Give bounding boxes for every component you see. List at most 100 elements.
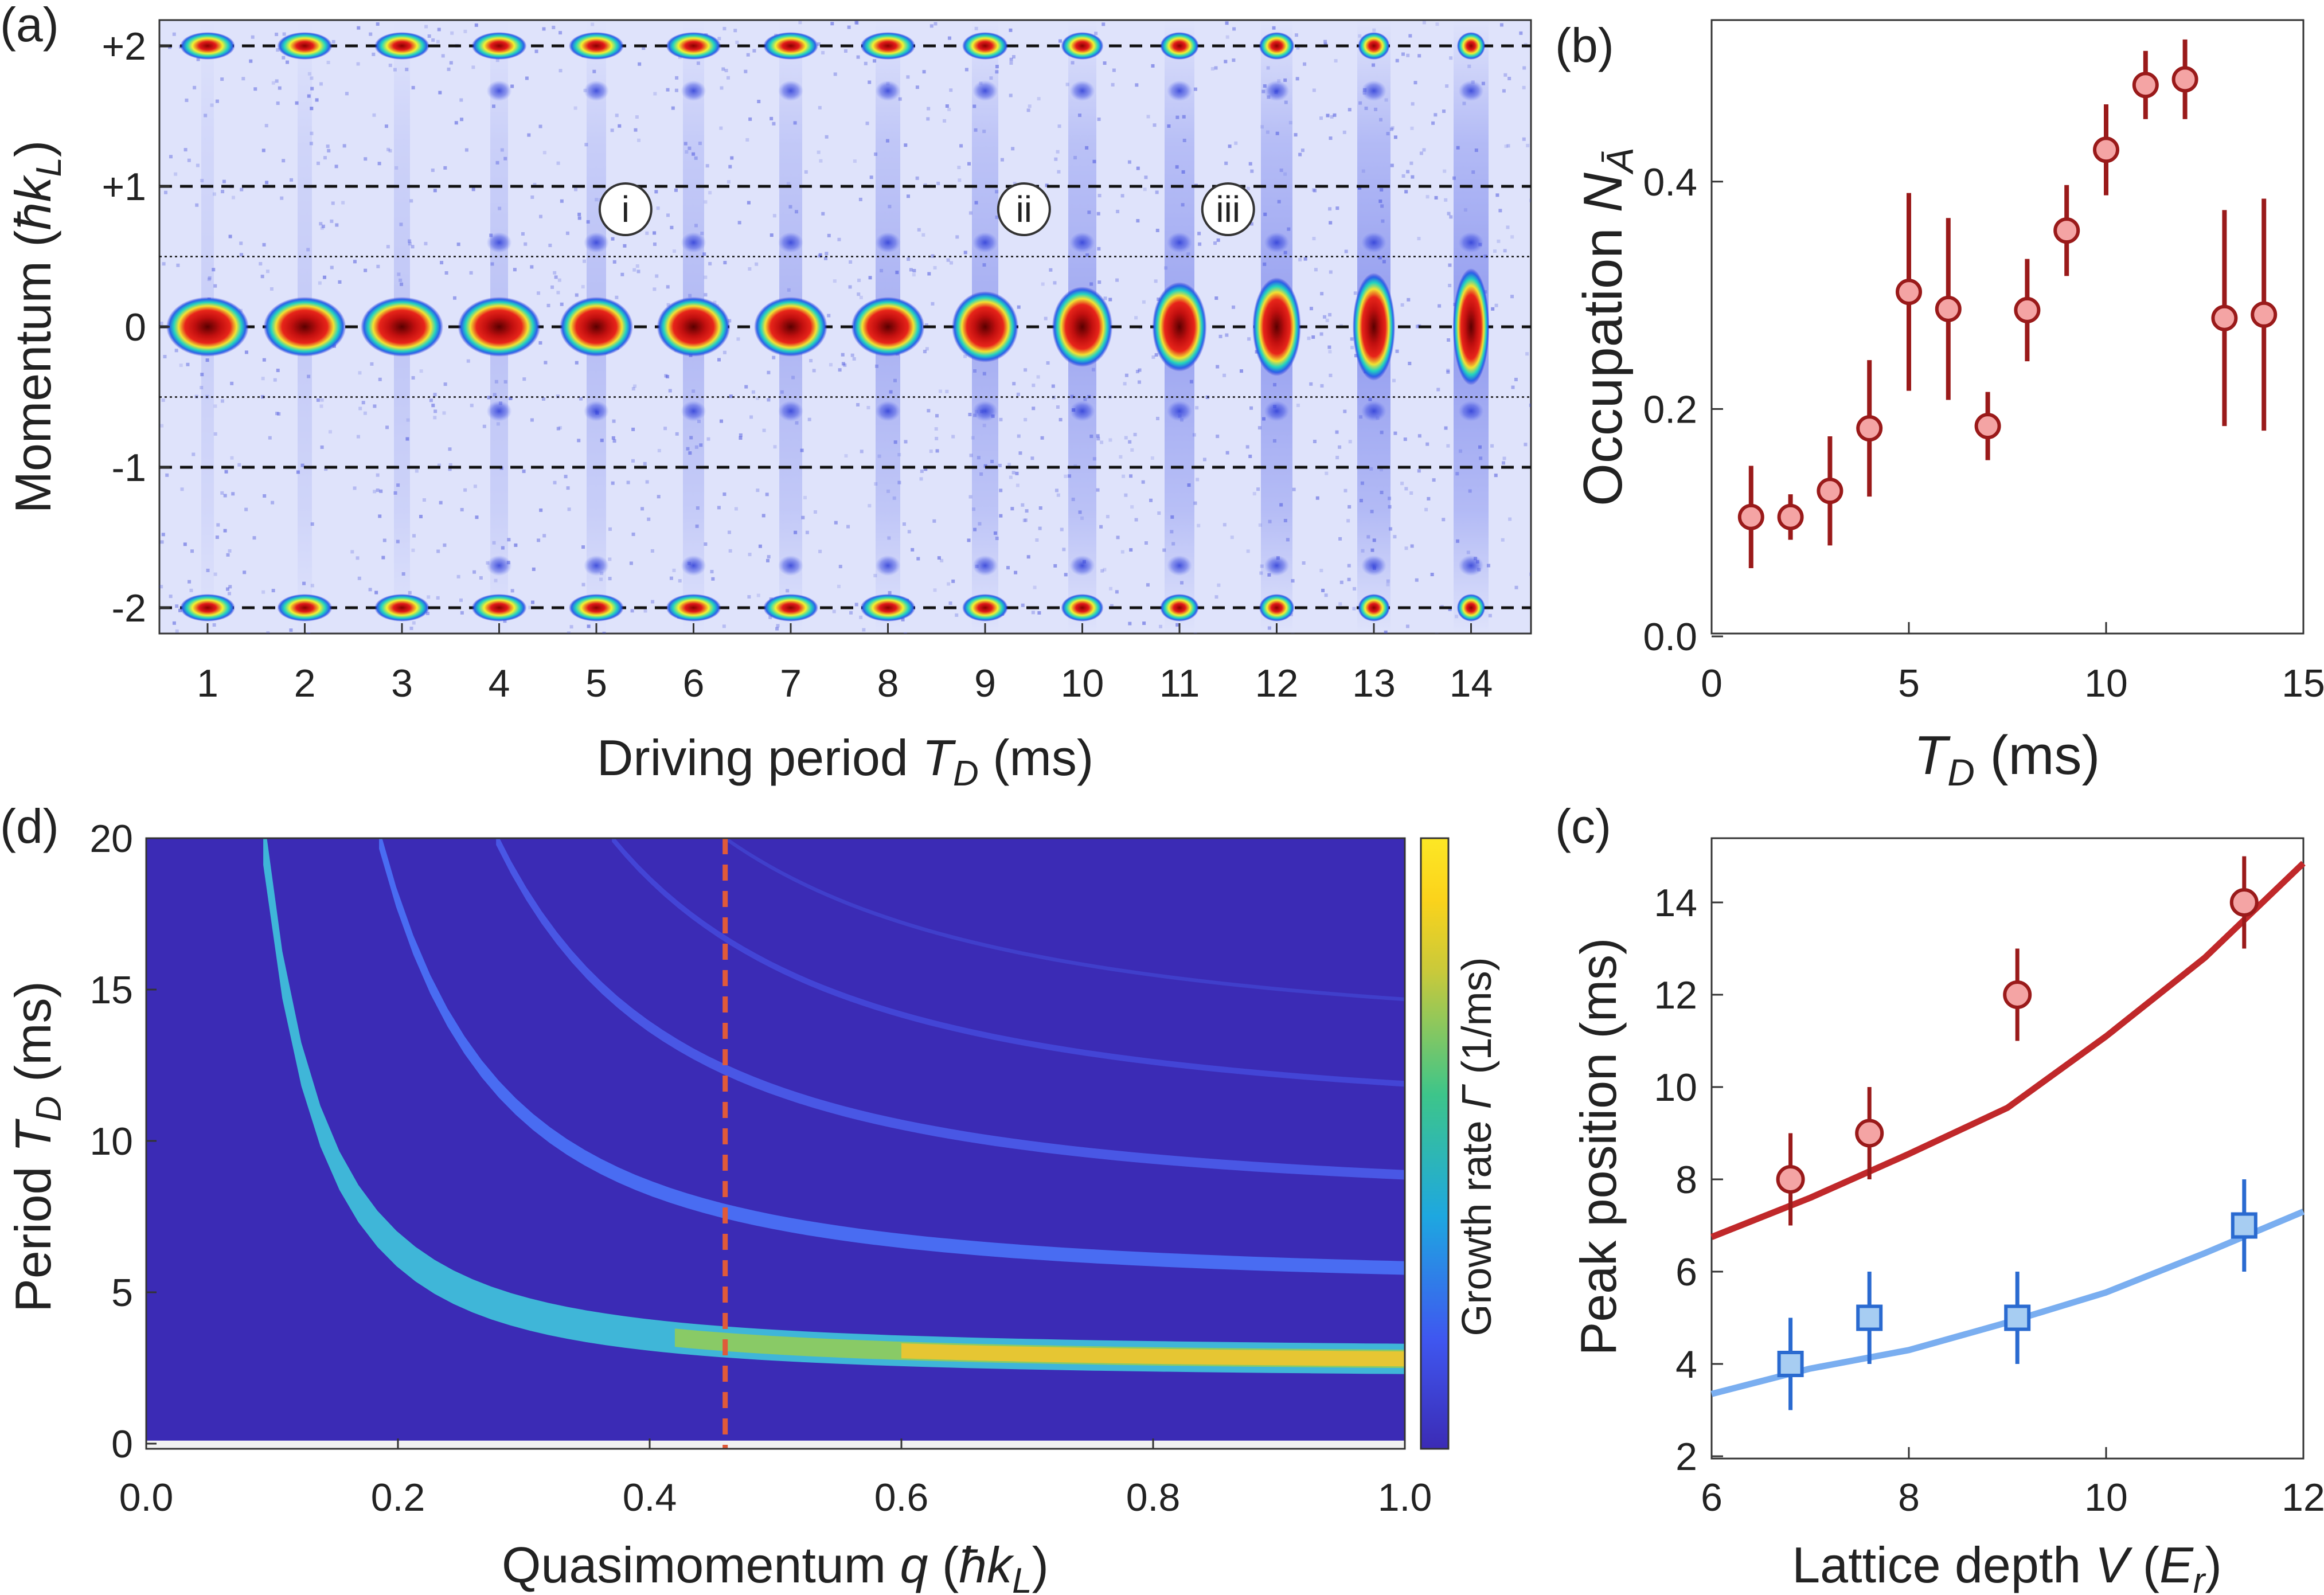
x-tick-label: 0.8: [1126, 1476, 1181, 1519]
image-noise-speck: [1400, 482, 1404, 486]
x-tick-label: 3: [391, 662, 413, 705]
image-noise-speck: [825, 135, 829, 139]
data-point: [2014, 296, 2041, 323]
image-noise-speck: [530, 600, 534, 604]
image-noise-speck: [385, 425, 389, 429]
image-noise-speck: [925, 347, 929, 351]
image-noise-speck: [1522, 66, 1526, 70]
image-noise-speck: [1218, 334, 1222, 338]
side-peak: [681, 401, 706, 421]
image-noise-speck: [1102, 22, 1106, 26]
image-noise-speck: [1436, 388, 1440, 392]
side-peak: [778, 555, 803, 576]
image-noise-speck: [727, 180, 731, 184]
image-noise-speck: [773, 445, 777, 449]
image-noise-speck: [459, 98, 463, 102]
image-noise-speck: [756, 488, 760, 492]
image-noise-speck: [230, 456, 234, 460]
side-peak: [1458, 555, 1484, 576]
panel-d-xlabel: Quasimomentum q (ħkL): [502, 1537, 1049, 1595]
image-noise-speck: [1422, 148, 1426, 152]
panel-c-tag: (c): [1555, 799, 1611, 853]
image-noise-speck: [286, 60, 290, 64]
image-noise-speck: [262, 243, 266, 247]
image-noise-speck: [388, 63, 392, 67]
image-noise-speck: [841, 353, 845, 357]
image-noise-speck: [1391, 126, 1395, 130]
image-noise-speck: [1021, 503, 1025, 507]
image-noise-speck: [640, 507, 645, 511]
image-noise-speck: [213, 404, 217, 408]
image-noise-speck: [654, 190, 658, 194]
image-noise-speck: [265, 269, 269, 273]
image-noise-speck: [1315, 496, 1319, 500]
image-noise-speck: [803, 495, 807, 499]
image-noise-speck: [537, 291, 541, 295]
image-noise-speck: [1193, 632, 1197, 634]
image-noise-speck: [275, 79, 279, 83]
image-noise-speck: [728, 549, 732, 553]
image-noise-speck: [1435, 633, 1439, 634]
image-noise-speck: [1446, 370, 1450, 374]
image-noise-speck: [772, 214, 776, 218]
image-noise-speck: [231, 196, 235, 200]
image-noise-speck: [566, 486, 570, 490]
image-noise-speck: [1051, 384, 1055, 388]
image-noise-speck: [1011, 471, 1015, 475]
image-noise-speck: [1309, 382, 1313, 386]
y-tick-label: 12: [1654, 974, 1697, 1017]
image-noise-speck: [1411, 102, 1415, 106]
image-noise-speck: [1197, 523, 1201, 527]
image-noise-speck: [805, 530, 809, 534]
image-noise-speck: [643, 462, 647, 466]
image-noise-speck: [277, 412, 281, 416]
image-noise-speck: [653, 242, 657, 246]
image-noise-speck: [525, 76, 529, 80]
image-noise-speck: [868, 276, 872, 280]
image-noise-speck: [327, 148, 331, 153]
image-noise-speck: [1014, 570, 1018, 574]
y-tick-label: 6: [1675, 1250, 1697, 1294]
image-noise-speck: [1490, 444, 1494, 448]
image-noise-speck: [275, 32, 279, 36]
image-noise-speck: [1319, 332, 1323, 336]
image-noise-speck: [353, 486, 357, 490]
image-noise-speck: [1407, 298, 1411, 302]
image-noise-speck: [1103, 568, 1107, 572]
minus-two-momentum-peak: [1456, 594, 1486, 621]
image-noise-speck: [761, 514, 765, 518]
image-noise-speck: [1103, 61, 1107, 65]
image-noise-speck: [464, 148, 468, 152]
image-noise-speck: [1153, 123, 1157, 127]
image-noise-speck: [1097, 194, 1102, 198]
image-noise-speck: [373, 490, 377, 494]
image-noise-speck: [924, 323, 928, 327]
image-noise-speck: [1343, 488, 1347, 492]
x-tick-label: 0.0: [119, 1476, 174, 1519]
image-noise-speck: [553, 480, 557, 484]
image-noise-speck: [1128, 440, 1132, 444]
image-noise-speck: [1230, 535, 1234, 540]
image-noise-speck: [717, 358, 721, 362]
image-noise-speck: [159, 322, 163, 326]
panel-b-plot-area: [1710, 19, 2305, 635]
image-noise-speck: [1054, 157, 1058, 161]
image-noise-speck: [653, 287, 657, 291]
data-point: [1737, 503, 1764, 530]
image-noise-speck: [372, 52, 376, 56]
colorbar: [1420, 837, 1450, 1450]
image-noise-speck: [425, 611, 429, 615]
panel-a-ylabel: Momentum (ħkL): [5, 140, 69, 514]
image-noise-speck: [1196, 478, 1200, 482]
image-noise-speck: [929, 24, 933, 28]
image-noise-speck: [261, 377, 265, 381]
image-noise-speck: [1294, 33, 1298, 37]
image-noise-speck: [224, 470, 228, 474]
image-noise-speck: [674, 188, 678, 192]
image-noise-speck: [770, 233, 774, 237]
image-noise-speck: [282, 159, 286, 163]
minus-two-momentum-peak: [471, 594, 527, 621]
image-noise-speck: [1247, 337, 1251, 341]
image-noise-speck: [1129, 474, 1133, 478]
side-peak: [1458, 401, 1484, 421]
